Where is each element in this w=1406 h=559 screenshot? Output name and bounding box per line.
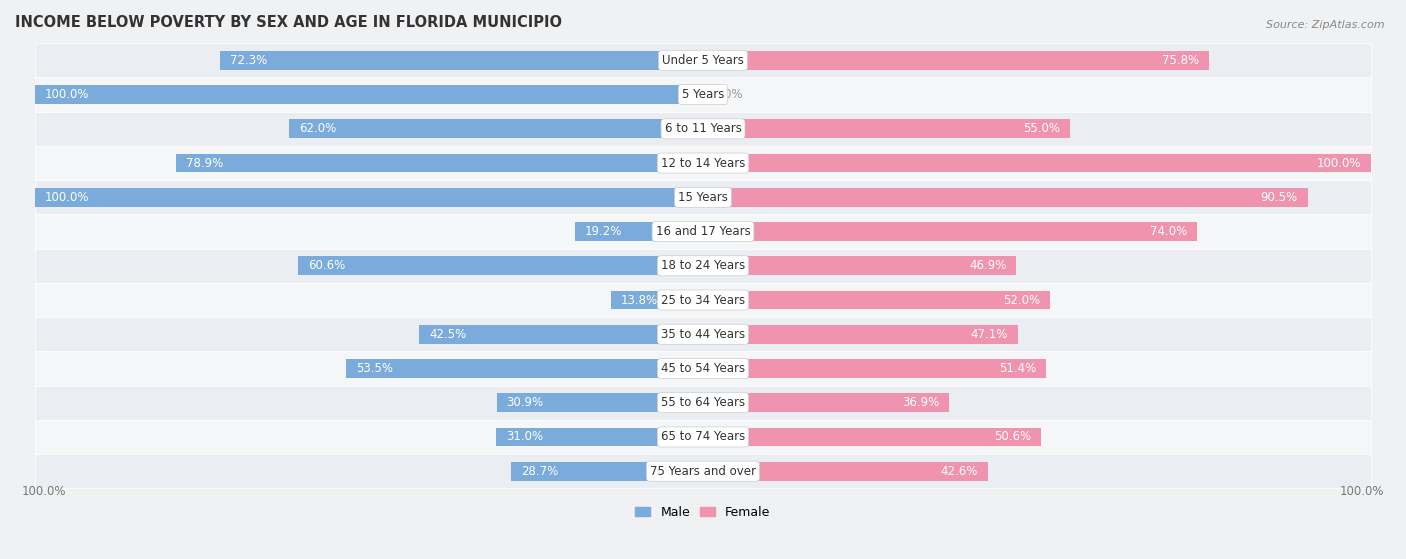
- Text: 100.0%: 100.0%: [1340, 485, 1385, 498]
- Bar: [35, 112, 1371, 146]
- Text: 50.6%: 50.6%: [994, 430, 1031, 443]
- Text: 62.0%: 62.0%: [299, 122, 336, 135]
- Bar: [703, 394, 949, 412]
- Text: 31.0%: 31.0%: [506, 430, 543, 443]
- Bar: [703, 154, 1371, 173]
- Text: 19.2%: 19.2%: [585, 225, 621, 238]
- Bar: [496, 394, 703, 412]
- Text: 28.7%: 28.7%: [522, 465, 558, 478]
- Text: 65 to 74 Years: 65 to 74 Years: [661, 430, 745, 443]
- Text: 52.0%: 52.0%: [1004, 293, 1040, 306]
- Text: 100.0%: 100.0%: [45, 88, 90, 101]
- Text: 42.5%: 42.5%: [429, 328, 467, 341]
- Bar: [35, 283, 1371, 317]
- Bar: [703, 291, 1050, 310]
- Bar: [703, 325, 1018, 344]
- Text: 46.9%: 46.9%: [969, 259, 1007, 272]
- Text: 100.0%: 100.0%: [45, 191, 90, 204]
- Bar: [346, 359, 703, 378]
- Bar: [35, 180, 1371, 215]
- Legend: Male, Female: Male, Female: [630, 501, 776, 524]
- Text: 15 Years: 15 Years: [678, 191, 728, 204]
- Bar: [35, 352, 1371, 386]
- Text: 75 Years and over: 75 Years and over: [650, 465, 756, 478]
- Text: 13.8%: 13.8%: [621, 293, 658, 306]
- Text: 18 to 24 Years: 18 to 24 Years: [661, 259, 745, 272]
- Text: 100.0%: 100.0%: [1316, 157, 1361, 169]
- Bar: [35, 188, 703, 207]
- Bar: [35, 386, 1371, 420]
- Bar: [703, 120, 1070, 138]
- Bar: [221, 51, 703, 70]
- Bar: [35, 249, 1371, 283]
- Bar: [703, 51, 1209, 70]
- Text: 0.0%: 0.0%: [713, 88, 742, 101]
- Text: 51.4%: 51.4%: [1000, 362, 1036, 375]
- Text: 75.8%: 75.8%: [1163, 54, 1199, 67]
- Bar: [35, 454, 1371, 489]
- Text: Source: ZipAtlas.com: Source: ZipAtlas.com: [1267, 20, 1385, 30]
- Bar: [35, 85, 703, 104]
- Text: 36.9%: 36.9%: [903, 396, 939, 409]
- Bar: [298, 257, 703, 275]
- Bar: [703, 462, 987, 481]
- Text: 74.0%: 74.0%: [1150, 225, 1187, 238]
- Bar: [703, 188, 1308, 207]
- Bar: [496, 428, 703, 447]
- Text: 90.5%: 90.5%: [1260, 191, 1298, 204]
- Text: 78.9%: 78.9%: [186, 157, 224, 169]
- Bar: [35, 43, 1371, 78]
- Text: Under 5 Years: Under 5 Years: [662, 54, 744, 67]
- Text: 6 to 11 Years: 6 to 11 Years: [665, 122, 741, 135]
- Text: 12 to 14 Years: 12 to 14 Years: [661, 157, 745, 169]
- Text: 5 Years: 5 Years: [682, 88, 724, 101]
- Bar: [35, 146, 1371, 180]
- Bar: [575, 222, 703, 241]
- Bar: [288, 120, 703, 138]
- Text: 45 to 54 Years: 45 to 54 Years: [661, 362, 745, 375]
- Bar: [35, 215, 1371, 249]
- Bar: [703, 359, 1046, 378]
- Bar: [35, 78, 1371, 112]
- Text: 100.0%: 100.0%: [21, 485, 66, 498]
- Text: 72.3%: 72.3%: [231, 54, 267, 67]
- Text: 60.6%: 60.6%: [308, 259, 346, 272]
- Text: 35 to 44 Years: 35 to 44 Years: [661, 328, 745, 341]
- Text: 55.0%: 55.0%: [1024, 122, 1060, 135]
- Bar: [703, 222, 1198, 241]
- Bar: [703, 257, 1017, 275]
- Text: 42.6%: 42.6%: [941, 465, 977, 478]
- Bar: [35, 420, 1371, 454]
- Bar: [176, 154, 703, 173]
- Bar: [703, 428, 1040, 447]
- Text: INCOME BELOW POVERTY BY SEX AND AGE IN FLORIDA MUNICIPIO: INCOME BELOW POVERTY BY SEX AND AGE IN F…: [15, 15, 562, 30]
- Text: 16 and 17 Years: 16 and 17 Years: [655, 225, 751, 238]
- Text: 53.5%: 53.5%: [356, 362, 392, 375]
- Bar: [419, 325, 703, 344]
- Bar: [512, 462, 703, 481]
- Text: 55 to 64 Years: 55 to 64 Years: [661, 396, 745, 409]
- Text: 25 to 34 Years: 25 to 34 Years: [661, 293, 745, 306]
- Bar: [610, 291, 703, 310]
- Text: 30.9%: 30.9%: [506, 396, 544, 409]
- Text: 47.1%: 47.1%: [970, 328, 1008, 341]
- Bar: [35, 317, 1371, 352]
